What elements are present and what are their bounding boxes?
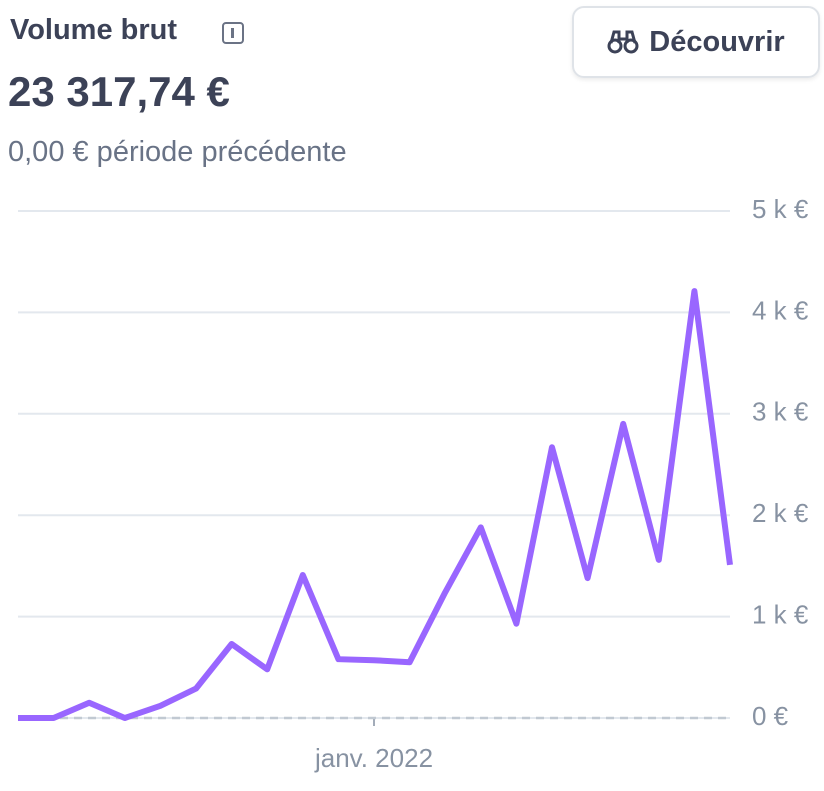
binoculars-icon	[607, 30, 639, 54]
y-tick-label: 3 k €	[752, 397, 809, 427]
x-tick-label: janv. 2022	[314, 743, 433, 773]
amount: 23 317,74 €	[8, 68, 230, 115]
y-tick-label: 4 k €	[752, 295, 809, 325]
title: Volume brut	[10, 14, 178, 46]
y-tick-label: 5 k €	[752, 194, 809, 224]
y-tick-label: 0 €	[752, 701, 789, 731]
info-icon[interactable]	[222, 22, 244, 44]
y-tick-label: 2 k €	[752, 498, 809, 528]
y-tick-label: 1 k €	[752, 599, 809, 629]
discover-button[interactable]: Découvrir	[572, 6, 820, 78]
button-label: Découvrir	[649, 25, 785, 58]
series-line	[18, 288, 733, 721]
comparison: 0,00 € période précédente	[8, 136, 347, 168]
